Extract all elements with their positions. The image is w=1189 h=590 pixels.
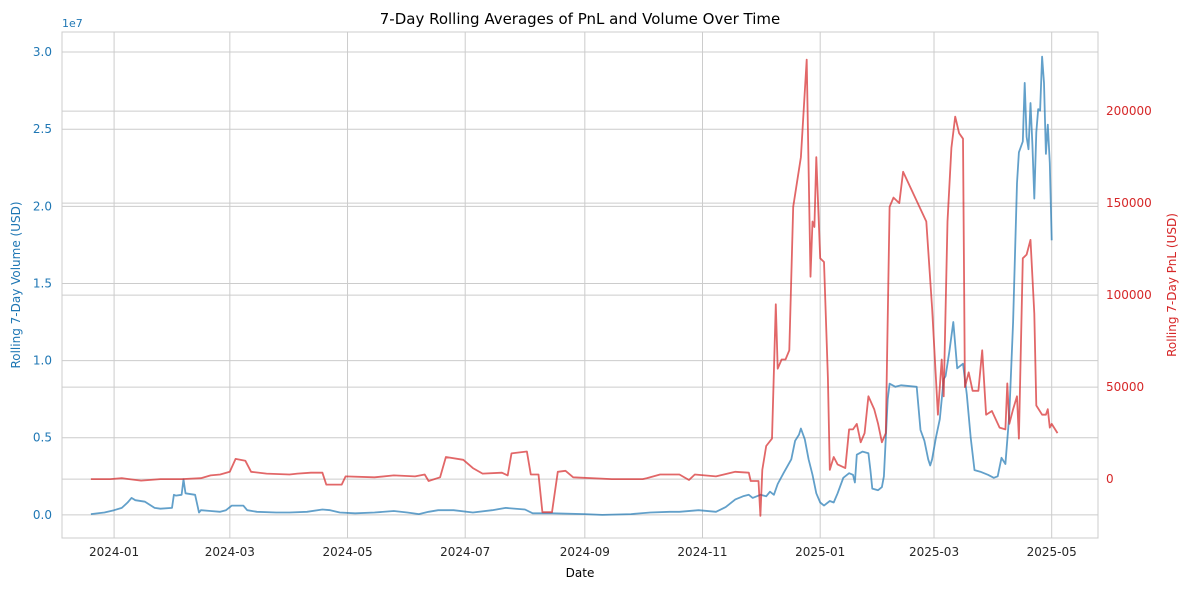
left-axis-label: Rolling 7-Day Volume (USD) [9, 201, 23, 368]
right-tick-label: 200000 [1106, 104, 1152, 118]
right-tick-label: 100000 [1106, 288, 1152, 302]
left-axis-ticks: 0.0 0.5 1.0 1.5 2.0 2.5 3.0 [33, 45, 52, 522]
x-tick-label: 2024-05 [322, 545, 372, 559]
right-tick-label: 150000 [1106, 196, 1152, 210]
left-tick-label: 1.0 [33, 354, 52, 368]
right-axis-ticks: 0 50000 100000 150000 200000 [1106, 104, 1152, 486]
x-axis-ticks: 2024-01 2024-03 2024-05 2024-07 2024-09 2024-… [89, 545, 1077, 559]
x-axis-label: Date [566, 566, 595, 580]
x-tick-label: 2024-07 [440, 545, 490, 559]
left-axis-scale-offset: 1e7 [62, 17, 83, 30]
x-tick-label: 2025-03 [909, 545, 959, 559]
x-tick-label: 2024-11 [677, 545, 727, 559]
pnl-series-line [90, 58, 1059, 517]
x-tick-label: 2024-01 [89, 545, 139, 559]
x-tick-label: 2025-05 [1027, 545, 1077, 559]
grid [62, 32, 1098, 538]
left-tick-label: 2.0 [33, 199, 52, 213]
left-tick-label: 2.5 [33, 122, 52, 136]
chart-title: 7-Day Rolling Averages of PnL and Volume… [380, 10, 781, 28]
right-tick-label: 50000 [1106, 380, 1144, 394]
right-axis-label: Rolling 7-Day PnL (USD) [1165, 213, 1179, 357]
plot-area [61, 31, 1099, 539]
right-tick-label: 0 [1106, 472, 1114, 486]
left-tick-label: 0.5 [33, 431, 52, 445]
x-tick-label: 2025-01 [795, 545, 845, 559]
series-layer [90, 55, 1059, 517]
x-tick-label: 2024-09 [560, 545, 610, 559]
x-tick-label: 2024-03 [205, 545, 255, 559]
left-tick-label: 0.0 [33, 508, 52, 522]
left-tick-label: 1.5 [33, 276, 52, 290]
volume-series-line [90, 55, 1053, 516]
left-tick-label: 3.0 [33, 45, 52, 59]
